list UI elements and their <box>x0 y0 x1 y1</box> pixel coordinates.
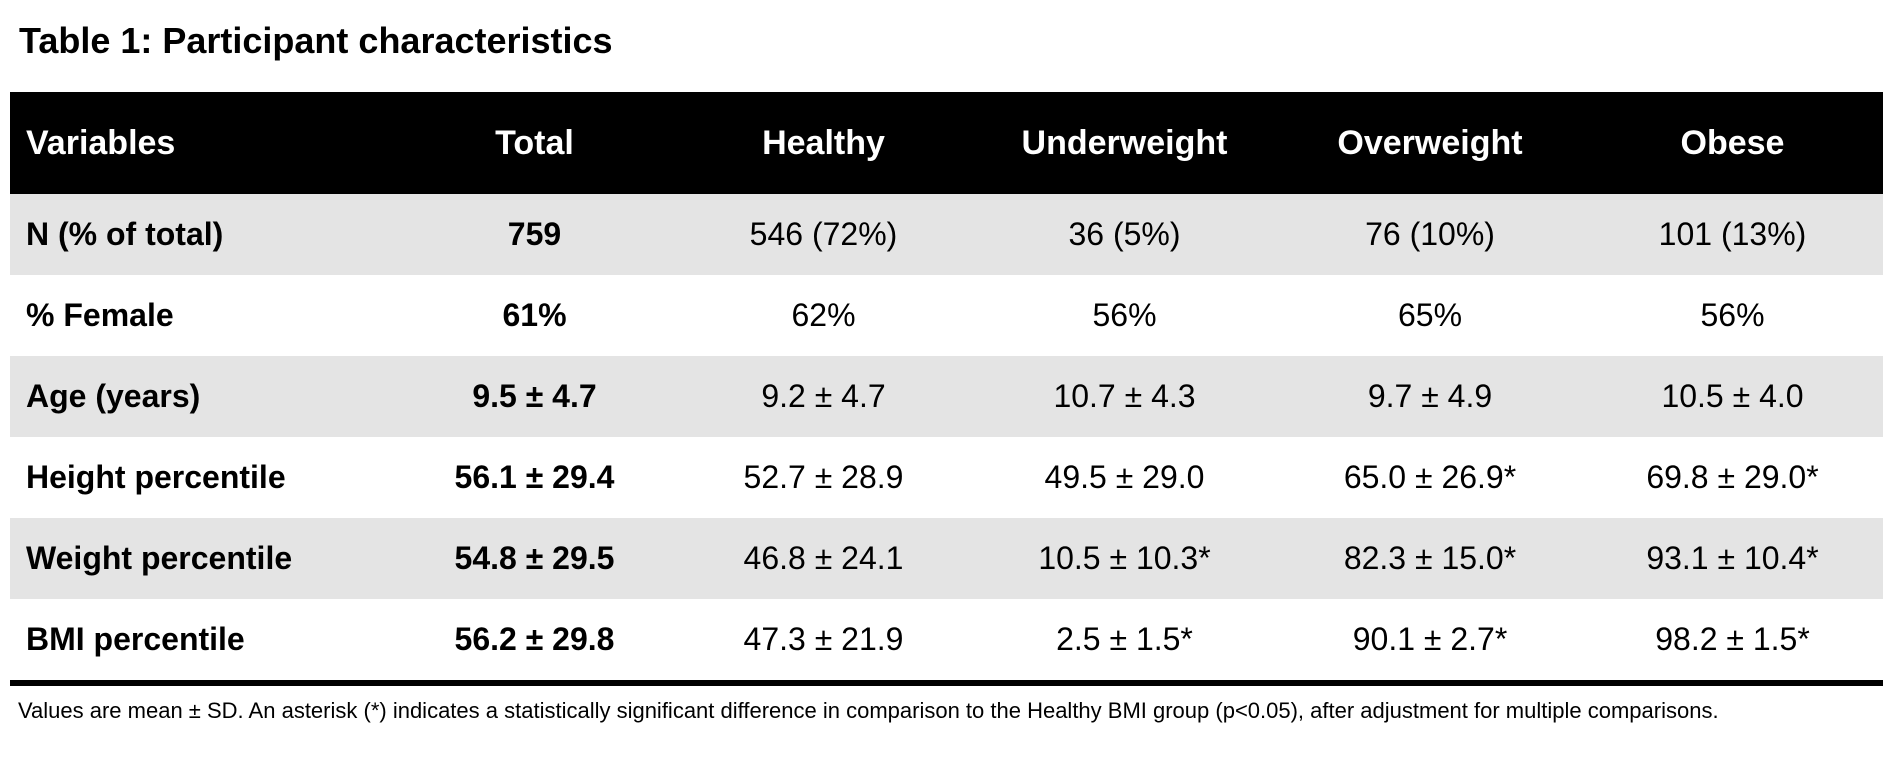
cell: 65.0 ± 26.9* <box>1343 459 1517 495</box>
column-header-obese: Obese <box>1582 92 1883 194</box>
participant-characteristics-table: Variables Total Healthy Underweight Over… <box>10 92 1883 686</box>
table-title: Table 1: Participant characteristics <box>19 20 613 61</box>
table-footnote: Values are mean ± SD. An asterisk (*) in… <box>18 698 1719 723</box>
column-header-overweight: Overweight <box>1278 92 1582 194</box>
cell: 62% <box>791 297 856 333</box>
cell: 9.5 ± 4.7 <box>472 378 597 414</box>
cell: 9.7 ± 4.9 <box>1367 378 1493 414</box>
row-label: Weight percentile <box>26 540 293 576</box>
cell: 52.7 ± 28.9 <box>743 459 904 495</box>
table-row-age: Age (years) 9.5 ± 4.7 9.2 ± 4.7 10.7 ± 4… <box>10 356 1883 437</box>
column-header-healthy: Healthy <box>676 92 971 194</box>
cell: 82.3 ± 15.0* <box>1343 540 1517 576</box>
row-label: BMI percentile <box>26 621 245 657</box>
column-header-variables: Variables <box>10 92 393 194</box>
cell: 9.2 ± 4.7 <box>761 378 886 414</box>
table-row-height-percentile: Height percentile 56.1 ± 29.4 52.7 ± 28.… <box>10 437 1883 518</box>
header-row: Variables Total Healthy Underweight Over… <box>10 92 1883 194</box>
row-label: N (% of total) <box>26 216 224 252</box>
table-row-n-of-total: N (% of total) 759 546 (72%) 36 (5%) 76 … <box>10 194 1883 275</box>
cell: 54.8 ± 29.5 <box>454 540 615 576</box>
row-label: % Female <box>26 297 174 333</box>
cell: 56% <box>1700 297 1765 333</box>
cell: 90.1 ± 2.7* <box>1352 621 1508 657</box>
cell: 546 (72%) <box>749 216 898 252</box>
cell: 65% <box>1397 297 1463 333</box>
cell: 56.2 ± 29.8 <box>454 621 615 657</box>
column-header-underweight: Underweight <box>971 92 1278 194</box>
cell: 46.8 ± 24.1 <box>743 540 904 576</box>
cell: 93.1 ± 10.4* <box>1646 540 1819 576</box>
cell: 98.2 ± 1.5* <box>1655 621 1810 657</box>
table-row-bmi-percentile: BMI percentile 56.2 ± 29.8 47.3 ± 21.9 2… <box>10 599 1883 683</box>
cell: 76 (10%) <box>1365 216 1495 252</box>
cell: 10.7 ± 4.3 <box>1053 378 1196 414</box>
cell: 2.5 ± 1.5* <box>1056 621 1193 657</box>
cell: 36 (5%) <box>1068 216 1181 252</box>
row-label: Age (years) <box>26 378 201 414</box>
cell: 49.5 ± 29.0 <box>1044 459 1205 495</box>
row-label: Height percentile <box>26 459 286 495</box>
cell: 61% <box>502 297 567 333</box>
cell: 759 <box>507 216 562 252</box>
cell: 10.5 ± 10.3* <box>1038 540 1211 576</box>
table-row-pct-female: % Female 61% 62% 56% 65% 56% <box>10 275 1883 356</box>
cell: 69.8 ± 29.0* <box>1646 459 1819 495</box>
cell: 56.1 ± 29.4 <box>454 459 615 495</box>
cell: 47.3 ± 21.9 <box>743 621 904 657</box>
cell: 10.5 ± 4.0 <box>1661 378 1804 414</box>
cell: 56% <box>1092 297 1157 333</box>
column-header-total: Total <box>393 92 676 194</box>
cell: 101 (13%) <box>1658 216 1807 252</box>
table-row-weight-percentile: Weight percentile 54.8 ± 29.5 46.8 ± 24.… <box>10 518 1883 599</box>
